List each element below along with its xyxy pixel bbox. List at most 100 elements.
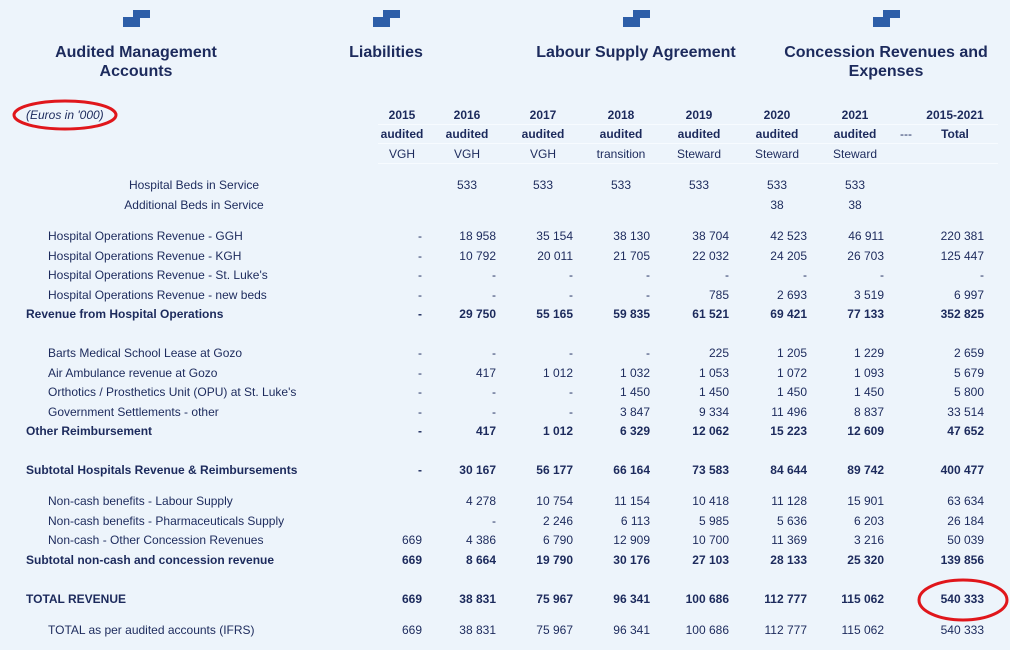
cell-value: 10 792 — [459, 248, 496, 263]
tab-label[interactable]: Audited Management Accounts — [55, 44, 217, 80]
cell-value: - — [725, 268, 729, 282]
cell-value: 669 — [401, 533, 422, 547]
beds-value: 533 — [844, 178, 866, 192]
cell-value: 669 — [401, 591, 422, 606]
cell-value: - — [418, 248, 422, 263]
beds-label: Hospital Beds in Service — [128, 178, 260, 192]
subtotal-label: Revenue from Hospital Operations — [26, 307, 224, 321]
cell-value: 38 831 — [459, 622, 496, 637]
cell-value: 1 229 — [853, 346, 884, 360]
cell-value: 96 341 — [613, 591, 650, 606]
cell-value: - — [492, 268, 496, 282]
tab-label[interactable]: Labour Supply Agreement — [536, 44, 736, 61]
cell-value: 19 790 — [536, 552, 573, 567]
cell-value: 26 184 — [947, 513, 984, 528]
cell-value: 400 477 — [940, 463, 984, 477]
cell-value: 29 750 — [459, 307, 496, 321]
cell-value: 1 450 — [619, 385, 650, 399]
cell-value: - — [569, 385, 573, 399]
subtotal-label: Subtotal Hospitals Revenue & Reimburseme… — [26, 463, 298, 477]
cell-value: 6 997 — [953, 287, 984, 302]
cell-value: - — [492, 513, 496, 528]
beds-value: 38 — [770, 197, 784, 212]
cell-value: 669 — [401, 552, 422, 567]
cell-value: - — [646, 268, 650, 282]
cell-value: 5 679 — [953, 365, 984, 380]
cell-value: 6 113 — [620, 513, 650, 528]
cell-value: 35 154 — [536, 229, 573, 243]
cell-value: - — [803, 268, 807, 282]
cell-value: 77 133 — [847, 307, 884, 321]
cell-value: 42 523 — [770, 229, 807, 243]
year-header: 2019 — [685, 108, 713, 122]
cell-value: 46 911 — [848, 229, 884, 243]
cell-value: - — [492, 404, 496, 419]
cell-value: 1 053 — [698, 365, 729, 380]
cell-value: 11 154 — [614, 494, 650, 508]
cell-value: - — [646, 287, 650, 302]
cell-value: 220 381 — [940, 229, 984, 243]
cell-value: 84 644 — [770, 463, 807, 477]
cell-value: 11 369 — [771, 533, 807, 547]
year-header: 2015-2021 — [926, 108, 984, 122]
cell-value: 352 825 — [940, 307, 984, 321]
year-header: 2020 — [763, 108, 791, 122]
status-header: audited — [755, 127, 799, 141]
cell-value: 225 — [708, 346, 729, 360]
cell-value: 4 386 — [465, 533, 496, 547]
cell-value: 112 777 — [764, 591, 807, 606]
row-label: Non-cash benefits - Pharmaceuticals Supp… — [48, 513, 285, 528]
year-header: 2017 — [529, 108, 557, 122]
row-label: Hospital Operations Revenue - St. Luke's — [48, 268, 268, 282]
operator-header: Steward — [832, 147, 878, 161]
cell-value: 56 177 — [536, 463, 573, 477]
subtotal-label: Other Reimbursement — [26, 424, 153, 438]
cell-value: 5 985 — [698, 513, 729, 528]
beds-value: 533 — [688, 178, 710, 192]
year-header: 2021 — [841, 108, 869, 122]
row-separator — [378, 163, 998, 164]
cell-value: 1 012 — [542, 365, 573, 380]
operator-header: transition — [596, 147, 646, 161]
cell-value: 5 636 — [776, 513, 807, 528]
row-label: Non-cash - Other Concession Revenues — [48, 533, 264, 547]
cell-value: 55 165 — [536, 307, 573, 321]
cell-value: 1 072 — [776, 365, 807, 380]
cell-value: - — [492, 346, 496, 360]
cell-value: 27 103 — [692, 552, 729, 567]
cell-value: - — [880, 268, 884, 282]
cell-value: 2 693 — [776, 287, 807, 302]
cell-value: 417 — [475, 365, 496, 380]
row-label: Orthotics / Prosthetics Unit (OPU) at St… — [48, 385, 297, 399]
beds-value: 533 — [532, 178, 554, 192]
operator-header: VGH — [453, 147, 481, 161]
cell-value: 12 909 — [613, 533, 650, 547]
cell-value: 21 705 — [613, 248, 650, 263]
cell-value: 3 216 — [853, 533, 884, 547]
tab-label[interactable]: Concession Revenues and Expenses — [784, 44, 988, 80]
cell-value: 25 320 — [847, 552, 884, 567]
cell-value: 6 329 — [619, 424, 650, 438]
cell-value: - — [646, 346, 650, 360]
cell-value: 50 039 — [947, 533, 984, 547]
cell-value: - — [492, 287, 496, 302]
cell-value: - — [418, 365, 422, 380]
cell-value: - — [418, 307, 422, 321]
cell-value: 1 450 — [698, 385, 729, 399]
cell-value: - — [418, 424, 422, 438]
tab-label[interactable]: Liabilities — [349, 44, 423, 61]
cell-value: 66 164 — [613, 463, 650, 477]
cell-value: 115 062 — [841, 591, 884, 606]
cell-value: - — [980, 268, 984, 282]
cell-value: 540 333 — [940, 622, 984, 637]
cell-value: 10 754 — [536, 494, 573, 508]
cell-value: 2 246 — [542, 513, 573, 528]
subtotal-label: Subtotal non-cash and concession revenue — [26, 552, 275, 567]
cell-value: 115 062 — [841, 622, 885, 637]
highlight-ellipse — [917, 578, 1009, 622]
cell-value: 20 011 — [537, 248, 573, 263]
cell-value: 59 835 — [613, 307, 650, 321]
status-header: audited — [445, 127, 489, 141]
cell-value: 1 093 — [853, 365, 884, 380]
